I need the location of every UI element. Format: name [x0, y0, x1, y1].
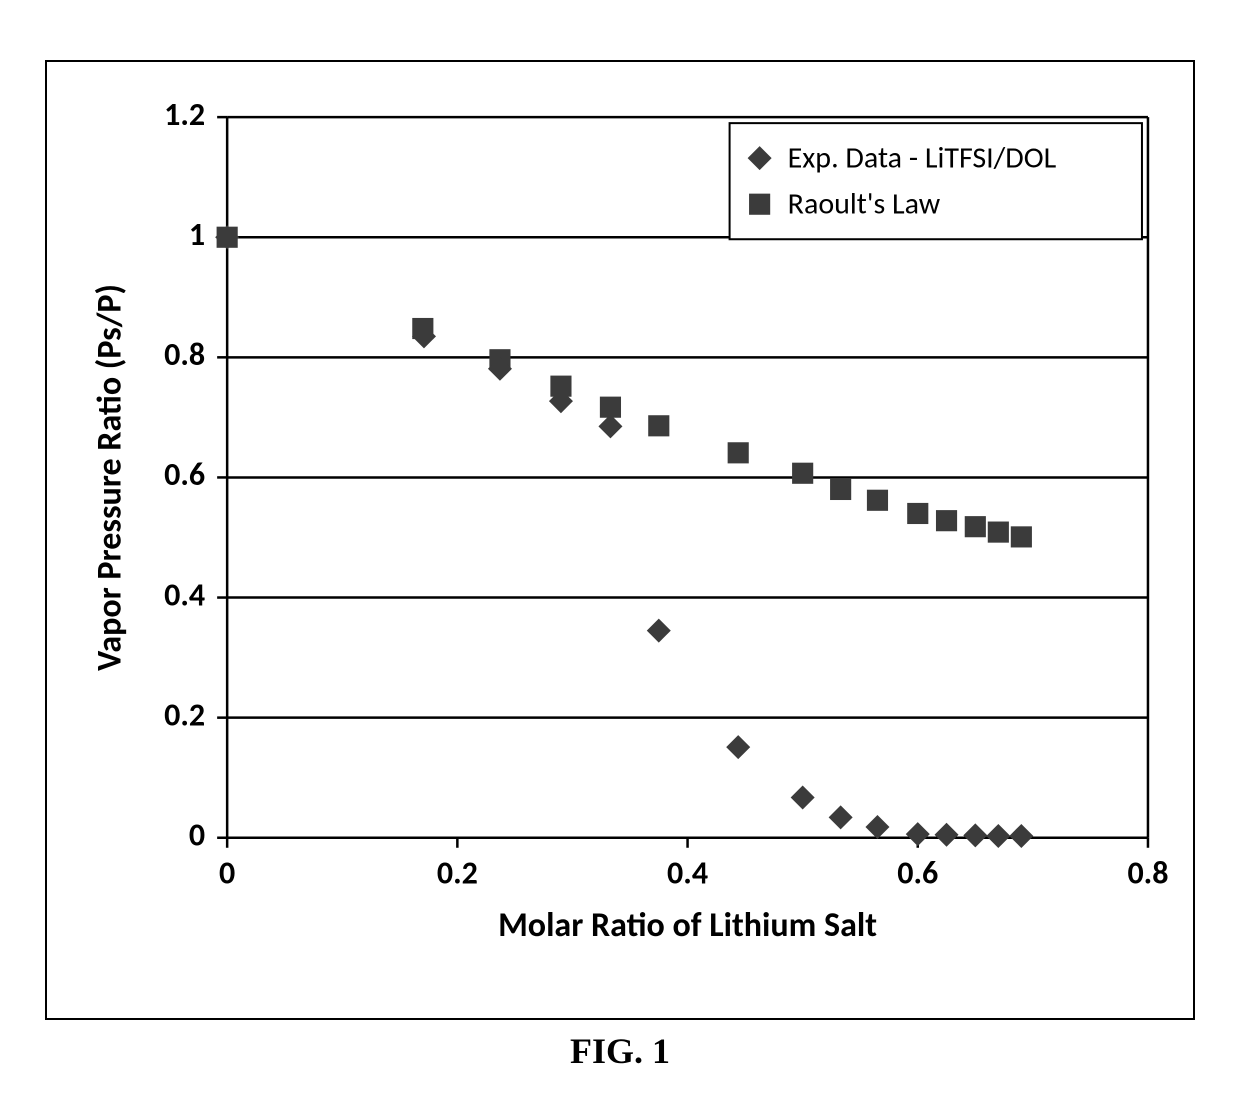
y-axis-title: Vapor Pressure Ratio (Ps/P) — [89, 284, 130, 671]
legend-label: Raoult's Law — [788, 185, 941, 222]
y-tick-label: 0.2 — [164, 695, 205, 734]
legend-label: Exp. Data - LiTFSI/DOL — [788, 139, 1057, 176]
x-tick-label: 0.4 — [667, 854, 708, 893]
data-marker — [988, 522, 1009, 543]
x-tick-label: 0 — [219, 854, 235, 893]
chart-svg: 0 0.2 0.4 0.6 0.8 0 0.2 0.4 0.6 0.8 1 1.2 Molar Rati… — [47, 62, 1193, 1018]
data-marker — [648, 415, 669, 436]
data-marker — [1011, 526, 1032, 547]
x-tick-label: 0.6 — [897, 854, 938, 893]
square-icon — [749, 194, 770, 215]
data-marker — [907, 503, 928, 524]
chart-frame: 0 0.2 0.4 0.6 0.8 0 0.2 0.4 0.6 0.8 1 1.2 Molar Rati… — [45, 60, 1195, 1020]
data-marker — [867, 490, 888, 511]
y-tick-label: 1.2 — [164, 95, 205, 134]
y-tick-label: 1 — [189, 215, 205, 254]
y-tick-label: 0.6 — [164, 455, 205, 494]
x-axis-title: Molar Ratio of Lithium Salt — [498, 905, 877, 946]
data-marker — [792, 463, 813, 484]
y-tick-label: 0.8 — [164, 335, 205, 374]
x-tick-label: 0.8 — [1127, 854, 1168, 893]
y-tick-label: 0.4 — [164, 575, 205, 614]
x-tick-label: 0.2 — [437, 854, 478, 893]
figure-caption: FIG. 1 — [0, 1030, 1240, 1072]
data-marker — [830, 479, 851, 500]
data-marker — [728, 442, 749, 463]
data-marker — [936, 510, 957, 531]
y-tick-label: 0 — [189, 816, 205, 855]
data-marker — [965, 516, 986, 537]
legend: Exp. Data - LiTFSI/DOL Raoult's Law — [730, 123, 1142, 239]
